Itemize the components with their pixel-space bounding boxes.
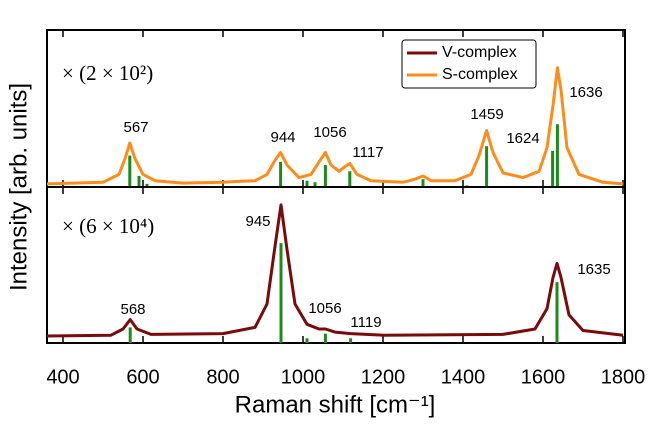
peak-label: 1056 xyxy=(313,124,346,141)
peak-label: 1056 xyxy=(308,300,341,317)
spectrum-line xyxy=(46,66,624,186)
x-axis-label: Raman shift [cm⁻¹] xyxy=(235,391,436,418)
x-tick-label: 600 xyxy=(126,366,159,388)
x-tick-label: 1000 xyxy=(281,366,326,388)
peak-label: 1119 xyxy=(350,314,381,331)
x-tick-label: 1600 xyxy=(521,366,566,388)
x-tick-label: 1400 xyxy=(441,366,486,388)
peak-label: 567 xyxy=(123,119,148,136)
peak-label: 1459 xyxy=(470,106,503,123)
legend-label: S-complex xyxy=(442,66,518,83)
legend-label: V-complex xyxy=(442,44,517,61)
peak-label: 945 xyxy=(245,213,270,230)
peak-label: 568 xyxy=(120,301,145,318)
x-tick-label: 1200 xyxy=(361,366,406,388)
x-tick-label: 800 xyxy=(206,366,239,388)
peak-label: 1636 xyxy=(569,84,602,101)
peak-label: 1624 xyxy=(506,130,539,147)
scale-factor: × (6 × 10⁴) xyxy=(62,214,154,238)
x-tick-label: 400 xyxy=(46,366,79,388)
y-axis-label: Intensity [arb. units] xyxy=(5,83,32,291)
peak-label: 944 xyxy=(270,129,295,146)
panel-frame xyxy=(46,186,626,344)
panel-frame xyxy=(46,29,626,188)
x-tick-label: 1800 xyxy=(601,366,646,388)
scale-factor: × (2 × 10²) xyxy=(62,61,153,85)
peak-label: 1635 xyxy=(577,261,610,278)
spectrum-line xyxy=(46,203,624,338)
peak-label: 1117 xyxy=(352,144,383,161)
